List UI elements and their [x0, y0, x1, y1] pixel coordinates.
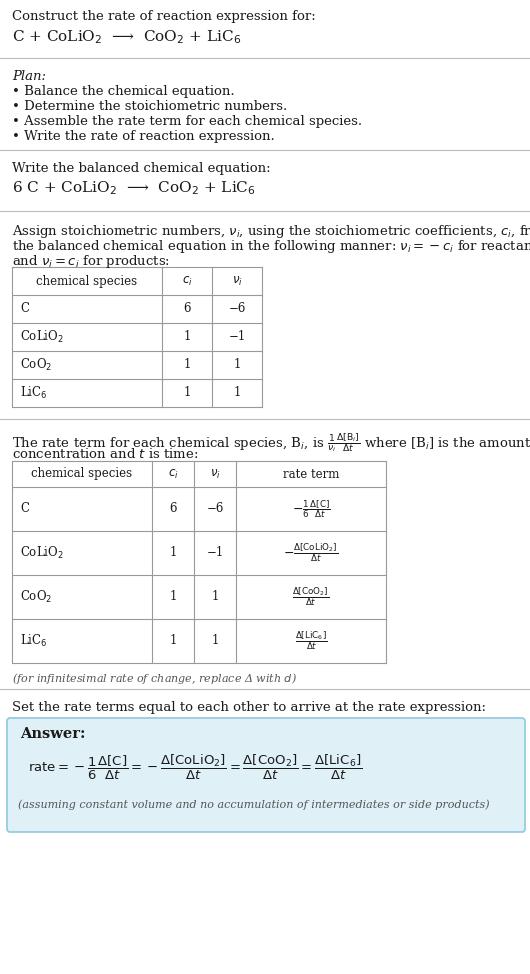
Text: $\frac{\Delta[\mathrm{CoO_2}]}{\Delta t}$: $\frac{\Delta[\mathrm{CoO_2}]}{\Delta t}…	[293, 585, 330, 609]
Text: Set the rate terms equal to each other to arrive at the rate expression:: Set the rate terms equal to each other t…	[12, 701, 486, 714]
Text: CoLiO$_2$: CoLiO$_2$	[20, 544, 64, 561]
Text: CoLiO$_2$: CoLiO$_2$	[20, 329, 64, 345]
Text: LiC$_6$: LiC$_6$	[20, 633, 47, 649]
Text: $\nu_i$: $\nu_i$	[209, 468, 220, 480]
Text: 1: 1	[183, 387, 191, 399]
Text: Plan:: Plan:	[12, 70, 46, 83]
Text: 1: 1	[233, 358, 241, 371]
Text: $c_i$: $c_i$	[182, 275, 192, 287]
Text: 1: 1	[169, 634, 176, 648]
Text: $c_i$: $c_i$	[167, 468, 179, 480]
Text: chemical species: chemical species	[37, 275, 138, 287]
Text: chemical species: chemical species	[31, 468, 132, 480]
Text: −1: −1	[228, 330, 245, 344]
Text: Write the balanced chemical equation:: Write the balanced chemical equation:	[12, 162, 271, 175]
Text: • Write the rate of reaction expression.: • Write the rate of reaction expression.	[12, 130, 275, 143]
Text: −1: −1	[206, 546, 224, 559]
Text: concentration and $t$ is time:: concentration and $t$ is time:	[12, 447, 198, 461]
Text: (assuming constant volume and no accumulation of intermediates or side products): (assuming constant volume and no accumul…	[18, 799, 490, 809]
Text: rate term: rate term	[283, 468, 339, 480]
Text: C: C	[20, 303, 29, 316]
Text: Construct the rate of reaction expression for:: Construct the rate of reaction expressio…	[12, 10, 316, 23]
Text: (for infinitesimal rate of change, replace Δ with $d$): (for infinitesimal rate of change, repla…	[12, 671, 297, 686]
Text: −6: −6	[228, 303, 246, 316]
Text: 1: 1	[211, 590, 219, 604]
Text: The rate term for each chemical species, B$_i$, is $\frac{1}{\nu_i}\frac{\Delta[: The rate term for each chemical species,…	[12, 431, 530, 454]
Text: CoO$_2$: CoO$_2$	[20, 356, 52, 373]
Text: Assign stoichiometric numbers, $\nu_i$, using the stoichiometric coefficients, $: Assign stoichiometric numbers, $\nu_i$, …	[12, 223, 530, 240]
Text: 1: 1	[211, 634, 219, 648]
Text: $\mathrm{rate} = -\dfrac{1}{6}\dfrac{\Delta[\mathrm{C}]}{\Delta t} = -\dfrac{\De: $\mathrm{rate} = -\dfrac{1}{6}\dfrac{\De…	[28, 753, 363, 782]
Text: Answer:: Answer:	[20, 727, 85, 741]
Text: 1: 1	[233, 387, 241, 399]
Text: 6 C + CoLiO$_2$  ⟶  CoO$_2$ + LiC$_6$: 6 C + CoLiO$_2$ ⟶ CoO$_2$ + LiC$_6$	[12, 179, 256, 197]
Text: LiC$_6$: LiC$_6$	[20, 385, 47, 401]
Text: • Determine the stoichiometric numbers.: • Determine the stoichiometric numbers.	[12, 100, 287, 113]
Text: $\frac{\Delta[\mathrm{LiC_6}]}{\Delta t}$: $\frac{\Delta[\mathrm{LiC_6}]}{\Delta t}…	[295, 629, 327, 653]
FancyBboxPatch shape	[7, 718, 525, 832]
Text: $\nu_i$: $\nu_i$	[232, 275, 242, 287]
Text: • Balance the chemical equation.: • Balance the chemical equation.	[12, 85, 235, 98]
Text: $-\frac{1}{6}\frac{\Delta[\mathrm{C}]}{\Delta t}$: $-\frac{1}{6}\frac{\Delta[\mathrm{C}]}{\…	[292, 498, 330, 520]
Text: C: C	[20, 503, 29, 515]
Text: 1: 1	[169, 546, 176, 559]
Text: 1: 1	[169, 590, 176, 604]
Text: 6: 6	[183, 303, 191, 316]
Text: • Assemble the rate term for each chemical species.: • Assemble the rate term for each chemic…	[12, 115, 362, 128]
Text: 1: 1	[183, 330, 191, 344]
Text: $-\frac{\Delta[\mathrm{CoLiO_2}]}{\Delta t}$: $-\frac{\Delta[\mathrm{CoLiO_2}]}{\Delta…	[284, 542, 339, 564]
Text: 1: 1	[183, 358, 191, 371]
Text: and $\nu_i = c_i$ for products:: and $\nu_i = c_i$ for products:	[12, 253, 170, 270]
Text: C + CoLiO$_2$  ⟶  CoO$_2$ + LiC$_6$: C + CoLiO$_2$ ⟶ CoO$_2$ + LiC$_6$	[12, 28, 241, 46]
Text: −6: −6	[206, 503, 224, 515]
Text: CoO$_2$: CoO$_2$	[20, 589, 52, 605]
Text: 6: 6	[169, 503, 176, 515]
Text: the balanced chemical equation in the following manner: $\nu_i = -c_i$ for react: the balanced chemical equation in the fo…	[12, 238, 530, 255]
